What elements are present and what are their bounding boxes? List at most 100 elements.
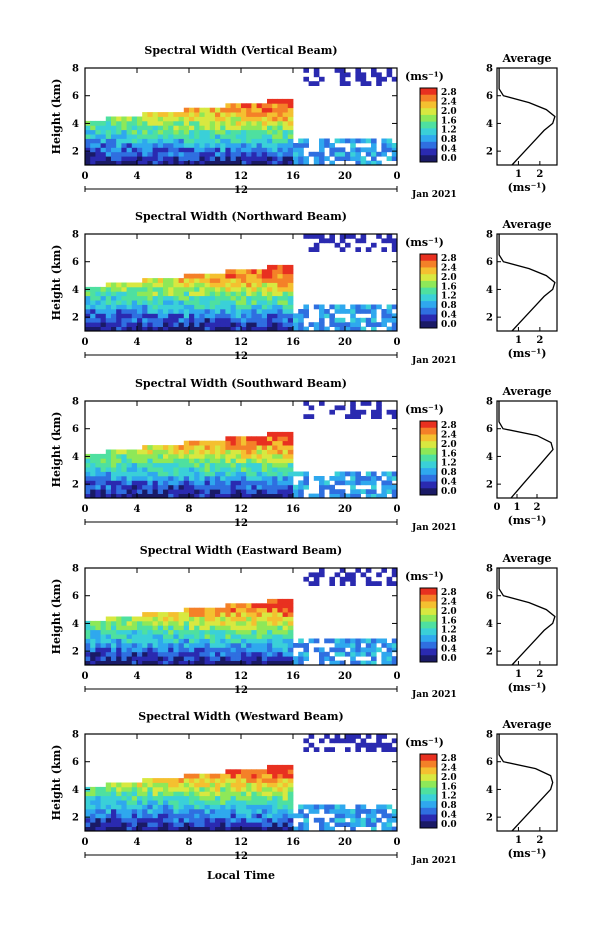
heatmap-cell xyxy=(355,822,361,827)
heatmap-cell xyxy=(126,817,133,823)
heatmap-cell xyxy=(85,480,91,486)
heatmap-cell xyxy=(178,826,185,832)
heatmap-cell xyxy=(261,273,268,279)
heatmap-cell xyxy=(267,282,273,288)
heatmap-cell xyxy=(225,634,231,639)
heatmap-cell xyxy=(163,826,169,832)
heatmap-cell xyxy=(241,107,247,113)
heatmap-cell xyxy=(287,282,294,288)
heatmap-cell xyxy=(209,326,216,332)
heatmap-cell xyxy=(189,612,195,617)
day-label: 12 xyxy=(234,185,248,196)
heatmap-cell xyxy=(391,471,398,477)
heatmap-cell xyxy=(183,120,190,126)
heatmap-cell xyxy=(235,471,242,477)
heatmap-cell xyxy=(220,786,226,792)
heatmap-cell xyxy=(85,156,91,161)
heatmap-cell xyxy=(261,129,268,135)
heatmap-cell xyxy=(111,138,117,144)
heatmap-cell xyxy=(178,112,185,117)
heatmap-cell xyxy=(381,313,387,319)
heatmap-cell xyxy=(282,647,289,653)
heatmap-cell xyxy=(173,484,179,490)
heatmap-cell xyxy=(178,634,185,639)
heatmap-cell xyxy=(381,638,387,644)
heatmap-cell xyxy=(267,322,273,327)
heatmap-cell xyxy=(261,769,268,775)
heatmap-cell xyxy=(168,629,174,635)
heatmap-cell xyxy=(199,138,205,144)
heatmap-cell xyxy=(126,471,133,477)
heatmap-cell xyxy=(313,476,320,481)
heatmap-cell xyxy=(272,269,278,275)
heatmap-cell xyxy=(365,817,372,823)
heatmap-cell xyxy=(287,120,294,126)
heatmap-cell xyxy=(329,238,335,244)
heatmap-cell xyxy=(100,458,107,464)
heatmap-cell xyxy=(350,651,356,657)
heatmap-cell xyxy=(105,647,112,653)
heatmap-cell xyxy=(183,322,190,327)
heatmap-cell xyxy=(194,647,200,653)
heatmap-cell xyxy=(261,462,268,468)
heatmap-cell xyxy=(355,813,361,819)
heatmap-cell xyxy=(147,791,153,797)
heatmap-cell xyxy=(121,480,127,486)
heatmap-cell xyxy=(235,826,242,832)
heatmap-cell xyxy=(287,317,294,323)
heatmap-cell xyxy=(183,449,190,455)
heatmap-cell xyxy=(147,449,153,455)
x-tick-label: 8 xyxy=(186,337,193,348)
heatmap-cell xyxy=(121,449,127,455)
heatmap-cell xyxy=(261,440,268,446)
heatmap-cell xyxy=(173,826,179,832)
heatmap-cell xyxy=(121,326,127,332)
heatmap-cell xyxy=(111,800,117,805)
heatmap-cell xyxy=(319,304,325,310)
heatmap-cell xyxy=(194,656,200,661)
heatmap-cell xyxy=(178,317,185,323)
heatmap-cell xyxy=(116,651,122,657)
colorbar-tick-label: 2.4 xyxy=(441,763,457,773)
heatmap-cell xyxy=(293,484,299,490)
heatmap-cell xyxy=(277,625,283,631)
heatmap-cell xyxy=(142,309,148,314)
heatmap-cell xyxy=(303,304,309,310)
heatmap-cell xyxy=(142,143,148,148)
heatmap-cell xyxy=(142,480,148,486)
heatmap-cell xyxy=(371,747,377,752)
heatmap-cell xyxy=(230,647,237,653)
heatmap-cell xyxy=(220,822,226,827)
heatmap-cell xyxy=(251,147,257,153)
heatmap-cell xyxy=(85,809,91,814)
heatmap-cell xyxy=(152,317,159,323)
heatmap-cell xyxy=(267,304,273,310)
heatmap-cell xyxy=(90,291,96,297)
heatmap-cell xyxy=(267,112,273,117)
heatmap-cell xyxy=(345,738,351,744)
heatmap-cell xyxy=(272,817,278,823)
heatmap-cell xyxy=(152,822,159,827)
heatmap-cell xyxy=(111,309,117,314)
heatmap-cell xyxy=(131,493,138,499)
heatmap-cell xyxy=(298,643,304,648)
heatmap-cell xyxy=(116,453,122,459)
heatmap-cell xyxy=(105,638,112,644)
heatmap-cell xyxy=(319,401,325,406)
heatmap-cell xyxy=(241,809,247,814)
heatmap-cell xyxy=(225,476,231,481)
heatmap-cell xyxy=(137,638,143,644)
heatmap-cell xyxy=(319,76,325,82)
heatmap-cell xyxy=(225,462,231,468)
heatmap-cell xyxy=(277,291,283,297)
average-x-label: (ms⁻¹) xyxy=(508,181,547,194)
heatmap-cell xyxy=(261,317,268,323)
heatmap-cell xyxy=(251,813,257,819)
heatmap-cell xyxy=(225,625,231,631)
x-tick-label: 20 xyxy=(338,671,352,682)
heatmap-cell xyxy=(152,471,159,477)
heatmap-cell xyxy=(157,138,164,144)
heatmap-cell xyxy=(225,125,231,131)
heatmap-cell xyxy=(277,103,283,109)
heatmap-cell xyxy=(152,449,159,455)
